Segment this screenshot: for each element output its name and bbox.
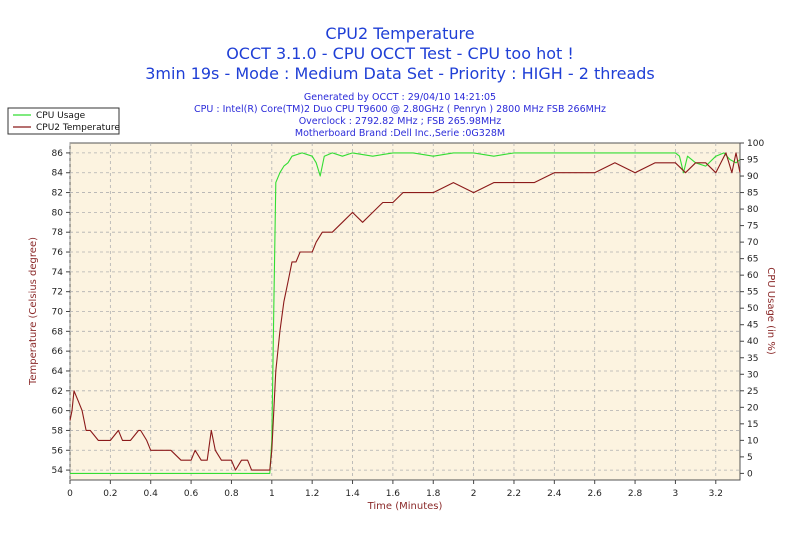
y-left-tick-label: 58: [52, 426, 64, 436]
x-tick-label: 2.8: [628, 489, 643, 499]
y-right-tick-label: 60: [747, 271, 759, 281]
y-left-tick-label: 72: [52, 288, 63, 298]
y-right-tick-label: 100: [747, 139, 764, 149]
y-axis-right-label: CPU Usage (in %): [765, 267, 776, 355]
x-tick-label: 3.2: [709, 489, 723, 499]
x-tick-label: 1: [269, 489, 275, 499]
y-right-tick-label: 65: [747, 255, 758, 265]
x-tick-label: 1.4: [345, 489, 360, 499]
x-tick-label: 2: [471, 489, 477, 499]
x-tick-label: 1.6: [386, 489, 401, 499]
info-motherboard: Motherboard Brand :Dell Inc.,Serie :0G32…: [295, 128, 505, 139]
legend-label-cpu2-temperature: CPU2 Temperature: [36, 123, 120, 133]
y-right-tick-label: 10: [747, 436, 759, 446]
x-tick-label: 0.2: [103, 489, 117, 499]
y-left-tick-label: 84: [52, 169, 64, 179]
x-tick-label: 2.2: [507, 489, 521, 499]
plot-area: [69, 142, 741, 481]
info-cpu: CPU : Intel(R) Core(TM)2 Duo CPU T9600 @…: [194, 104, 606, 115]
y-right-tick-label: 20: [747, 403, 759, 413]
y-right-tick-label: 15: [747, 420, 758, 430]
info-generated: Generated by OCCT : 29/04/10 14:21:05: [304, 92, 496, 103]
y-right-tick-label: 0: [747, 469, 753, 479]
x-tick-label: 2.4: [547, 489, 562, 499]
info-overclock: Overclock : 2792.82 MHz ; FSB 265.98MHz: [299, 116, 502, 127]
y-right-tick-label: 35: [747, 354, 758, 364]
x-axis-ticks: 0 0.2 0.4 0.6 0.8 1 1.2 1.4 1.6 1.8 2 2.2 2.4 2.6 2.8 3…: [67, 480, 723, 499]
y-right-tick-label: 25: [747, 387, 758, 397]
y-right-tick-label: 50: [747, 304, 759, 314]
y-left-tick-label: 54: [52, 466, 64, 476]
y-left-tick-label: 82: [52, 189, 63, 199]
x-tick-label: 2.6: [588, 489, 603, 499]
y-right-tick-label: 30: [747, 370, 759, 380]
x-tick-label: 3: [673, 489, 679, 499]
y-left-tick-label: 60: [52, 407, 64, 417]
y-left-tick-label: 80: [52, 208, 64, 218]
y-left-tick-label: 86: [52, 149, 64, 159]
y-right-tick-label: 70: [747, 238, 759, 248]
chart-title: CPU2 Temperature: [325, 24, 474, 43]
chart-subtitle-1: OCCT 3.1.0 - CPU OCCT Test - CPU too hot…: [226, 44, 574, 63]
y-right-tick-label: 5: [747, 453, 753, 463]
y-right-tick-label: 80: [747, 205, 759, 215]
y-right-tick-label: 40: [747, 337, 759, 347]
y-right-tick-label: 85: [747, 189, 758, 199]
y-left-tick-label: 74: [52, 268, 64, 278]
chart-subtitle-2: 3min 19s - Mode : Medium Data Set - Prio…: [145, 64, 654, 83]
x-axis-label: Time (Minutes): [367, 501, 443, 512]
x-tick-label: 0.8: [224, 489, 239, 499]
x-tick-label: 0.6: [184, 489, 199, 499]
y-axis-right-ticks: 0 5 10 15 20 25 30 35 40 45 50 55 60 65 70 75 80 85 90 95 10…: [740, 139, 764, 479]
y-right-tick-label: 55: [747, 288, 758, 298]
y-axis-left-ticks: 54 56 58 60 62 64 66 68 70 72 74 76 78 80 82 84 86: [52, 149, 70, 476]
legend-box: [7, 107, 120, 135]
series: [69, 152, 741, 474]
y-left-tick-label: 66: [52, 347, 64, 357]
x-tick-label: 0: [67, 489, 73, 499]
series-line-cpu2-temperature: [69, 152, 741, 471]
y-left-tick-label: 56: [52, 446, 64, 456]
x-tick-label: 0.4: [144, 489, 159, 499]
y-left-tick-label: 70: [52, 308, 64, 318]
series-line-cpu-usage: [70, 152, 741, 474]
grid: [69, 143, 740, 480]
y-left-tick-label: 78: [52, 228, 64, 238]
y-right-tick-label: 45: [747, 321, 758, 331]
y-right-tick-label: 75: [747, 222, 758, 232]
y-right-tick-label: 95: [747, 156, 758, 166]
y-left-tick-label: 62: [52, 387, 63, 397]
y-left-tick-label: 76: [52, 248, 64, 258]
y-right-tick-label: 90: [747, 172, 759, 182]
legend: CPU Usage CPU2 Temperature: [7, 107, 120, 135]
x-tick-label: 1.8: [426, 489, 441, 499]
y-left-tick-label: 68: [52, 327, 64, 337]
y-axis-left-label: Temperature (Celsius degree): [28, 237, 39, 386]
legend-label-cpu-usage: CPU Usage: [36, 111, 86, 121]
y-left-tick-label: 64: [52, 367, 64, 377]
x-tick-label: 1.2: [305, 489, 319, 499]
